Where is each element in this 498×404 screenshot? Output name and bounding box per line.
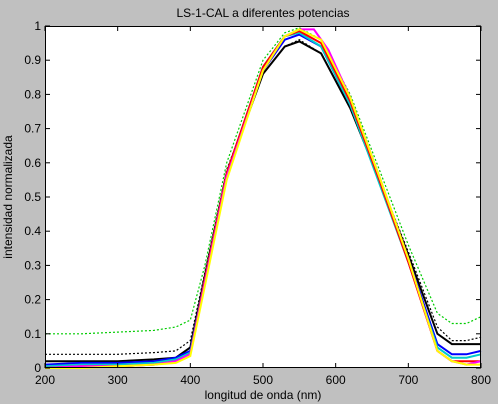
x-tick-label: 200 xyxy=(35,373,55,387)
series-line-1 xyxy=(45,27,482,335)
y-tick-label: 0.2 xyxy=(24,293,41,307)
x-tick-label: 400 xyxy=(180,373,200,387)
chart-title: LS-1-CAL a diferentes potencias xyxy=(177,6,350,20)
y-tick-label: 1 xyxy=(34,19,41,33)
ticks-layer: 200 300 400 500 600 700 800 0 0.1 0.2 0.3 0.4 0.5 0.6… xyxy=(24,19,491,387)
x-tick-label: 600 xyxy=(326,373,346,387)
y-axis-label: intensidad normalizada xyxy=(1,135,15,259)
y-tick-label: 0.8 xyxy=(24,87,41,101)
y-tick-label: 0 xyxy=(34,361,41,375)
y-tick-label: 0.9 xyxy=(24,53,41,67)
x-tick-label: 700 xyxy=(398,373,418,387)
series-line-8 xyxy=(45,28,481,369)
x-tick-label: 500 xyxy=(253,373,273,387)
y-tick-label: 0.3 xyxy=(24,258,41,272)
x-tick-label: 800 xyxy=(471,373,491,387)
series-layer xyxy=(44,27,482,369)
x-tick-label: 300 xyxy=(108,373,128,387)
y-tick-label: 0.7 xyxy=(24,122,41,136)
plot-area xyxy=(45,26,481,368)
y-tick-label: 0.4 xyxy=(24,224,41,238)
series-line-3 xyxy=(45,40,481,363)
series-line-4 xyxy=(44,33,482,366)
y-tick-label: 0.6 xyxy=(24,156,41,170)
y-tick-label: 0.5 xyxy=(24,190,41,204)
y-tick-label: 0.1 xyxy=(24,327,41,341)
x-axis-label: longitud de onda (nm) xyxy=(205,388,322,402)
